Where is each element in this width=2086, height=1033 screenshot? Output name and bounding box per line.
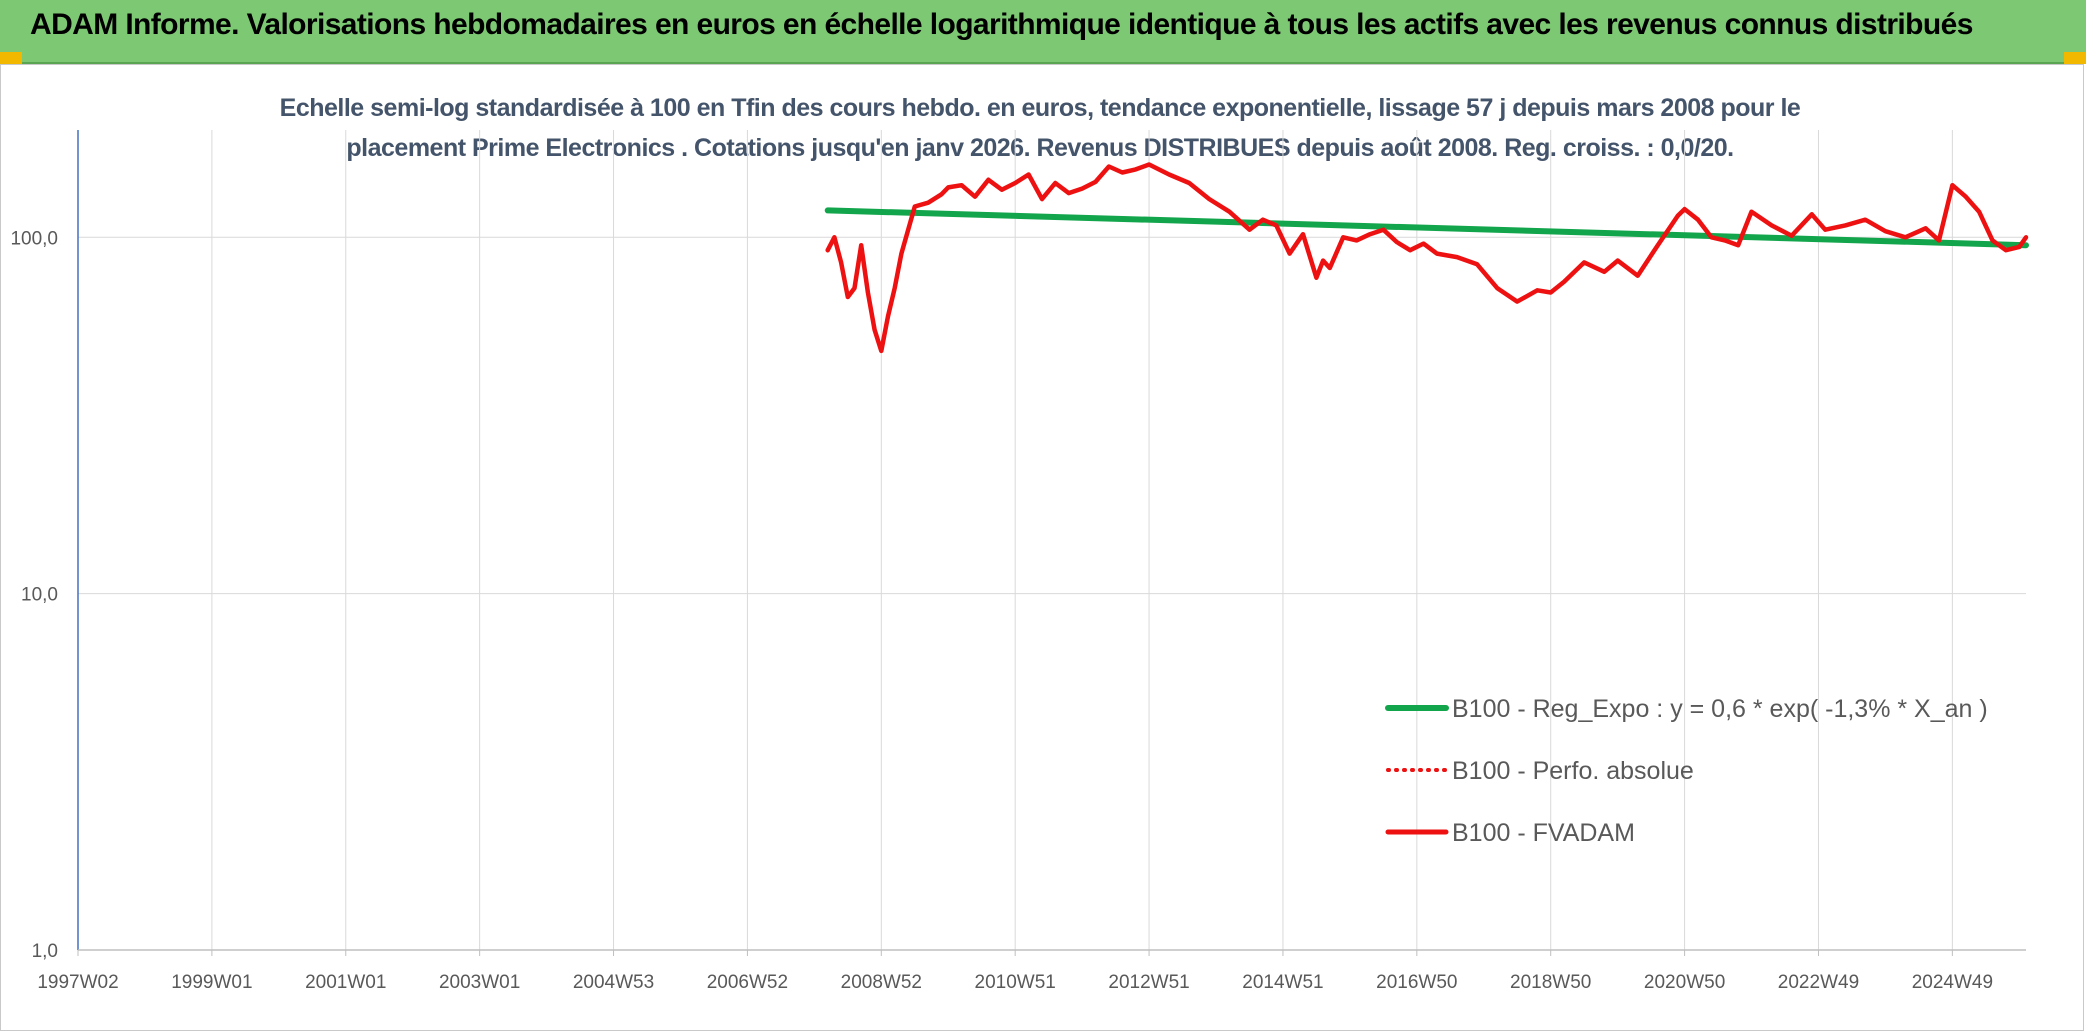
x-tick-label: 2024W49 [1912, 972, 1993, 993]
x-tick-label: 2022W49 [1778, 972, 1859, 993]
chart-title-line-2: placement Prime Electronics . Cotations … [346, 134, 1734, 162]
legend-label-0: B100 - Reg_Expo : y = 0,6 * exp( -1,3% *… [1452, 695, 1988, 723]
x-tick-label: 2020W50 [1644, 972, 1725, 993]
x-tick-label: 2012W51 [1108, 972, 1189, 993]
x-tick-label: 2018W50 [1510, 972, 1591, 993]
chart-frame [0, 64, 2084, 1031]
chart-title: Echelle semi-log standardisée à 100 en T… [230, 88, 1850, 168]
header-banner: ADAM Informe. Valorisations hebdomadaire… [0, 0, 2086, 64]
x-tick-label: 2008W52 [841, 972, 922, 993]
x-tick-label: 2010W51 [975, 972, 1056, 993]
corner-marker-right [2064, 52, 2086, 64]
y-tick-label: 100,0 [10, 228, 58, 249]
corner-marker-left [0, 52, 22, 64]
series-fvadam-line [825, 162, 2029, 354]
x-tick-label: 2001W01 [305, 972, 386, 993]
x-tick-label: 2016W50 [1376, 972, 1457, 993]
series-reg-expo-line [824, 207, 2029, 249]
y-tick-label: 10,0 [21, 585, 58, 606]
x-tick-label: 2014W51 [1242, 972, 1323, 993]
x-tick-label: 1999W01 [171, 972, 252, 993]
page-title: ADAM Informe. Valorisations hebdomadaire… [30, 8, 1973, 41]
chart-title-line-1: Echelle semi-log standardisée à 100 en T… [279, 94, 1801, 122]
x-tick-label: 2003W01 [439, 972, 520, 993]
legend-label-2: B100 - FVADAM [1452, 819, 1635, 847]
x-tick-label: 2004W53 [573, 972, 654, 993]
y-tick-label: 1,0 [32, 941, 58, 962]
legend-label-1: B100 - Perfo. absolue [1452, 757, 1694, 785]
x-tick-label: 1997W02 [37, 972, 118, 993]
x-tick-label: 2006W52 [707, 972, 788, 993]
